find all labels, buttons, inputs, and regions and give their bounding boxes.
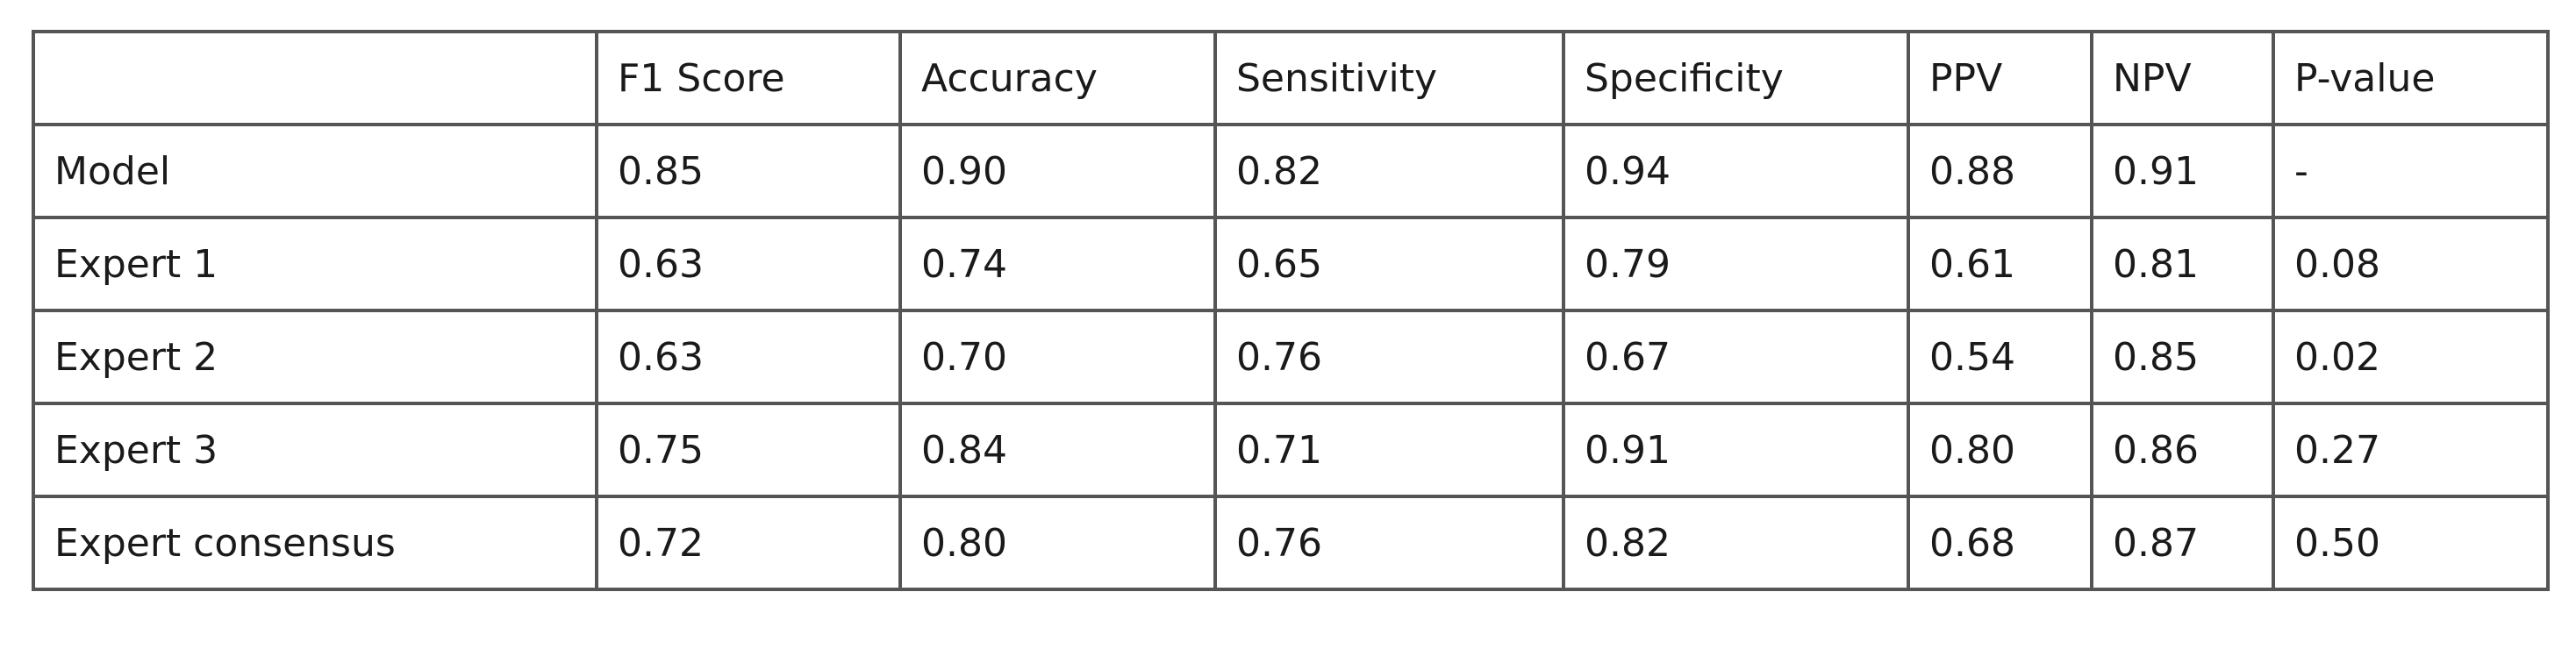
table-cell: 0.08: [2272, 216, 2550, 312]
table-cell: 0.67: [1562, 309, 1910, 405]
table-cell: 0.74: [898, 216, 1217, 312]
table-cell: 0.27: [2272, 402, 2550, 498]
table-cell: 0.85: [2090, 309, 2275, 405]
results-table: F1 Score Accuracy Sensitivity Specificity PP…: [32, 30, 2550, 591]
table-cell: -: [2272, 123, 2550, 219]
table-cell: 0.85: [595, 123, 902, 219]
table-cell: 0.61: [1907, 216, 2093, 312]
table-body: Model 0.85 0.90 0.82 0.94 0.88 0.91- Expert 1 0.…: [32, 123, 2550, 591]
table-cell: 0.72: [595, 495, 902, 591]
table-cell: 0.84: [898, 402, 1217, 498]
column-header: PPV: [1907, 30, 2093, 126]
table-row: Expert 1 0.63 0.74 0.65 0.79 0.61 0.81 0.08: [32, 216, 2550, 312]
table-cell: 0.63: [595, 216, 902, 312]
row-label: Expert 1: [32, 216, 598, 312]
table-cell: 0.80: [898, 495, 1217, 591]
corner-cell: [32, 30, 598, 126]
table-row: Expert 2 0.63 0.70 0.76 0.67 0.54 0.85 0.02: [32, 309, 2550, 405]
table-cell: 0.71: [1213, 402, 1565, 498]
table-row: Expert consensus 0.72 0.80 0.76 0.82 0.68 0.87…: [32, 495, 2550, 591]
row-label: Expert 2: [32, 309, 598, 405]
table-cell: 0.80: [1907, 402, 2093, 498]
row-label: Expert 3: [32, 402, 598, 498]
table-cell: 0.91: [2090, 123, 2275, 219]
table-cell: 0.82: [1213, 123, 1565, 219]
table-cell: 0.79: [1562, 216, 1910, 312]
table-cell: 0.91: [1562, 402, 1910, 498]
column-header: Accuracy: [898, 30, 1217, 126]
table-cell: 0.02: [2272, 309, 2550, 405]
table-cell: 0.76: [1213, 495, 1565, 591]
table-row: Expert 3 0.75 0.84 0.71 0.91 0.80 0.86 0.27: [32, 402, 2550, 498]
table-cell: 0.63: [595, 309, 902, 405]
table-cell: 0.94: [1562, 123, 1910, 219]
row-label: Expert consensus: [32, 495, 598, 591]
table-cell: 0.70: [898, 309, 1217, 405]
column-header: P-value: [2272, 30, 2550, 126]
table-cell: 0.86: [2090, 402, 2275, 498]
table-cell: 0.82: [1562, 495, 1910, 591]
column-header: F1 Score: [595, 30, 902, 126]
table-cell: 0.88: [1907, 123, 2093, 219]
table-cell: 0.65: [1213, 216, 1565, 312]
header-row: F1 Score Accuracy Sensitivity Specificity PP…: [32, 30, 2550, 126]
table-cell: 0.81: [2090, 216, 2275, 312]
table-cell: 0.76: [1213, 309, 1565, 405]
table-cell: 0.90: [898, 123, 1217, 219]
table-cell: 0.75: [595, 402, 902, 498]
row-label: Model: [32, 123, 598, 219]
table-row: Model 0.85 0.90 0.82 0.94 0.88 0.91-: [32, 123, 2550, 219]
column-header: Specificity: [1562, 30, 1910, 126]
table-cell: 0.68: [1907, 495, 2093, 591]
table-cell: 0.54: [1907, 309, 2093, 405]
column-header: Sensitivity: [1213, 30, 1565, 126]
table-cell: 0.50: [2272, 495, 2550, 591]
table-cell: 0.87: [2090, 495, 2275, 591]
column-header: NPV: [2090, 30, 2275, 126]
